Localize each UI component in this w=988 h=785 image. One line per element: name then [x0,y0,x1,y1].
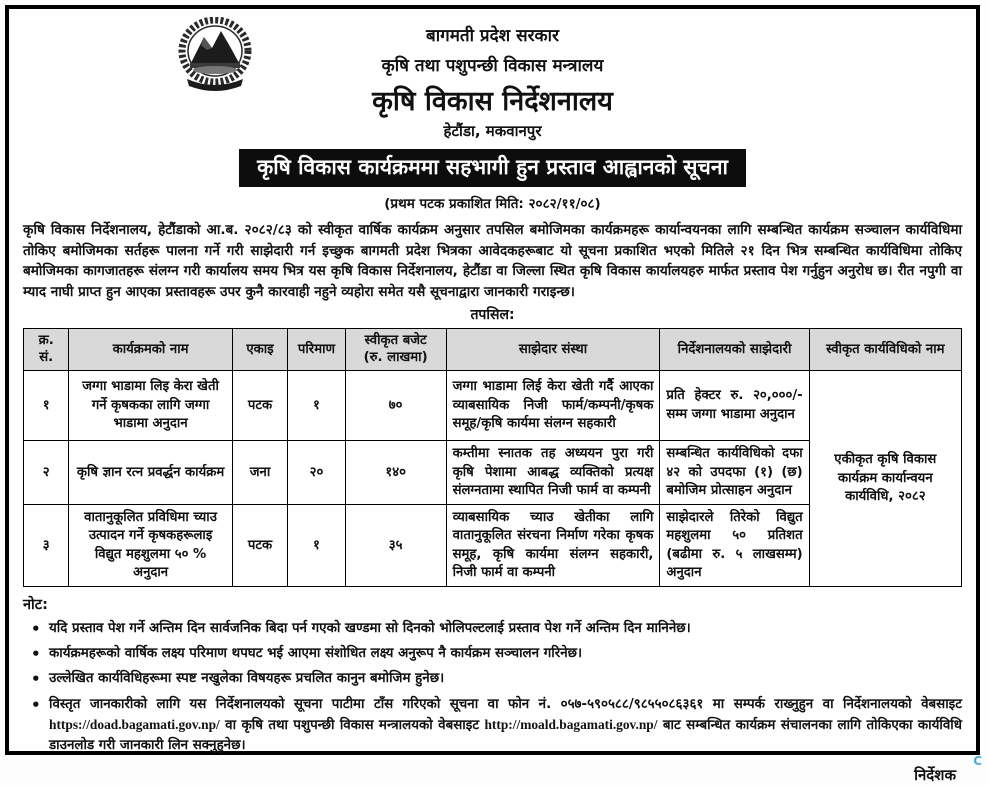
cell-unit: जना [232,441,287,505]
contact-note-text: वा कृषि तथा पशुपन्छी विकास मन्त्रालयको व… [220,718,485,733]
header-program-name: कार्यक्रमको नाम [69,328,232,371]
cell-share: प्रति हेक्टर रु. २०,०००/- सम्म जग्गा भाड… [660,371,809,441]
ministry-website-url: http://moald.bagamati.gov.np/ [484,717,657,732]
table-row: १ जग्गा भाडामा लिइ केरा खेती गर्ने कृषकक… [24,371,962,441]
office-location: हेटौंडा, मकवानपुर [23,121,962,141]
cell-program: कृषि ज्ञान रत्न प्रवर्द्धन कार्यक्रम [69,441,232,505]
cell-share: साझेदारले तिरेको विद्युत महशुलमा ५० प्रत… [660,505,809,587]
ministry-name: कृषि तथा पशुपन्छी विकास मन्त्रालय [23,53,962,76]
note-item: यदि प्रस्ताव पेश गर्ने अन्तिम दिन सार्वज… [23,619,962,639]
letterhead: बागमती प्रदेश सरकार कृषि तथा पशुपन्छी वि… [23,17,962,141]
cell-partner: जग्गा भाडामा लिई केरा खेती गर्दै आएका व्… [446,371,660,441]
notice-document: बागमती प्रदेश सरकार कृषि तथा पशुपन्छी वि… [5,5,980,755]
directorate-name: कृषि विकास निर्देशनालय [23,81,962,118]
cell-program: वातानुकूलित प्रविधिमा च्याउ उत्पादन गर्न… [69,505,232,587]
note-item-contact: विस्तृत जानकारीको लागि यस निर्देशनालयको … [23,695,962,756]
note-item: कार्यक्रमहरूको वार्षिक लक्ष्य परिमाण थपघ… [23,644,962,664]
notice-title-banner: कृषि विकास कार्यक्रममा सहभागी हुन प्रस्त… [239,149,746,187]
cell-program: जग्गा भाडामा लिइ केरा खेती गर्ने कृषकका … [69,371,232,441]
cell-budget: ३५ [345,505,446,587]
signature-title: निर्देशक [23,765,962,785]
note-item: उल्लेखित कार्यविधिहरूमा स्पष्ट नखुलेका व… [23,669,962,689]
directorate-website-url: https://doad.bagamati.gov.np/ [49,717,220,732]
header-procedure-name: स्वीकृत कार्यविधिको नाम [809,328,961,371]
header-quantity: परिमाण [288,328,345,371]
notes-label: नोट: [23,594,962,614]
table-header-row: क्र. सं. कार्यक्रमको नाम एकाइ परिमाण स्व… [24,328,962,371]
intro-paragraph: कृषि विकास निर्देशनालय, हेटौंडाको आ.ब. २… [23,220,962,303]
header-directorate-share: निर्देशनालयको साझेदारी [660,328,809,371]
first-published-date: (प्रथम पटक प्रकाशित मिति: २०८२/११/०८) [23,194,962,212]
government-name: बागमती प्रदेश सरकार [23,17,962,46]
cell-quantity: १ [288,371,345,441]
cell-budget: ७० [345,371,446,441]
cell-unit: पटक [232,371,287,441]
cell-budget: १४० [345,441,446,505]
header-approved-budget: स्वीकृत बजेट (रु. लाखमा) [345,328,446,371]
cell-sn: ३ [24,505,69,587]
cell-partner: कम्तीमा स्नातक तह अध्ययन पुरा गरी कृषि प… [446,441,660,505]
cell-sn: १ [24,371,69,441]
notice-banner-row: कृषि विकास कार्यक्रममा सहभागी हुन प्रस्त… [23,149,962,187]
header-unit: एकाइ [232,328,287,371]
cell-quantity: २० [288,441,345,505]
header-partner-organization: साझेदार संस्था [446,328,660,371]
nepal-government-emblem-icon [171,17,259,97]
cell-sn: २ [24,441,69,505]
cell-unit: पटक [232,505,287,587]
contact-note-text: विस्तृत जानकारीको लागि यस निर्देशनालयको … [49,697,962,712]
tapasil-label: तपसिल: [23,305,962,324]
header-serial-number: क्र. सं. [24,328,69,371]
corner-watermark: C [973,754,982,768]
cell-procedure-name: एकीकृत कृषि विकास कार्यक्रम कार्यान्वयन … [809,371,961,587]
cell-share: सम्बन्धित कार्यविधिको दफा ४२ को उपदफा (१… [660,441,809,505]
programs-table: क्र. सं. कार्यक्रमको नाम एकाइ परिमाण स्व… [23,328,962,588]
cell-partner: व्याबसायिक च्याउ खेतीका लागि वातानुकूलित… [446,505,660,587]
notes-section: नोट: यदि प्रस्ताव पेश गर्ने अन्तिम दिन स… [23,594,962,756]
cell-quantity: १ [288,505,345,587]
